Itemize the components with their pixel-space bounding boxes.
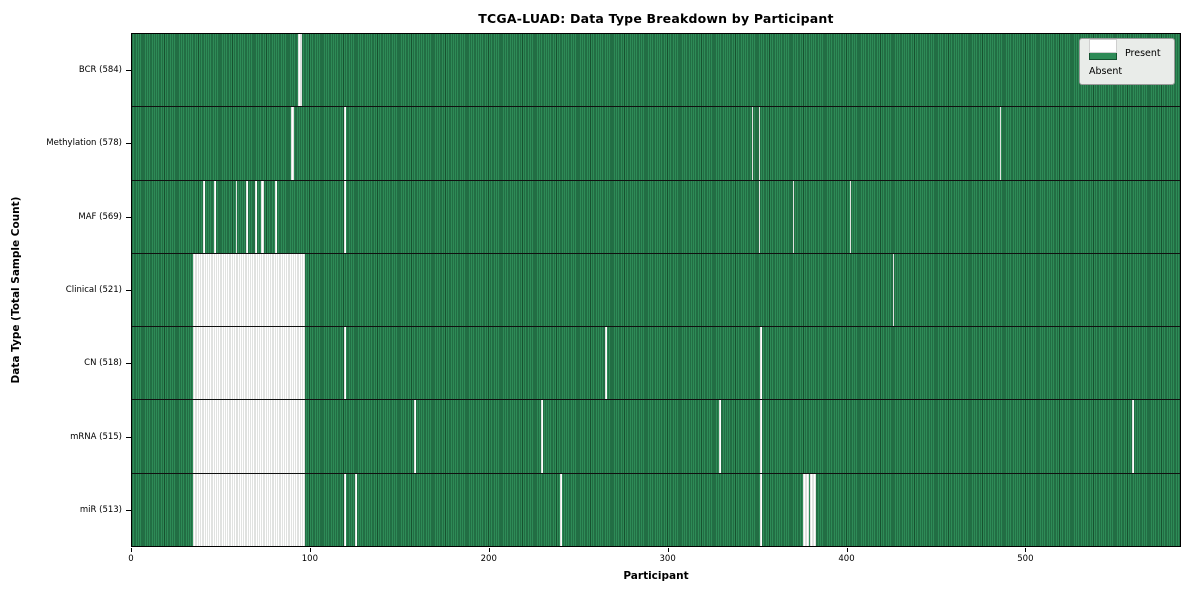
y-tick-label-maf: MAF (569) bbox=[78, 211, 122, 222]
legend-swatch-absent bbox=[1089, 39, 1117, 53]
y-tick-label-mir: miR (513) bbox=[79, 505, 122, 516]
y-tick-label-methylation: Methylation (578) bbox=[46, 138, 122, 149]
x-tick-mark bbox=[309, 548, 311, 552]
legend: Present Absent bbox=[1079, 38, 1175, 85]
absent-stripe bbox=[192, 327, 306, 400]
absent-stripe bbox=[344, 107, 347, 180]
matrix-row-cn bbox=[132, 326, 1180, 400]
y-tick-mark bbox=[126, 216, 131, 218]
y-tick-mark bbox=[126, 69, 131, 71]
x-tick-label-400: 400 bbox=[838, 554, 855, 564]
absent-stripe bbox=[1131, 400, 1134, 473]
x-tick-label-200: 200 bbox=[480, 554, 497, 564]
absent-stripe bbox=[260, 180, 265, 253]
y-tick-mark bbox=[126, 290, 131, 291]
absent-stripe bbox=[540, 400, 543, 473]
absent-stripe bbox=[792, 180, 795, 253]
absent-stripe bbox=[255, 180, 257, 253]
absent-stripe bbox=[192, 400, 306, 473]
absent-stripe bbox=[849, 180, 852, 253]
x-tick-mark bbox=[488, 548, 490, 552]
matrix-row-mrna bbox=[132, 399, 1180, 473]
absent-stripe bbox=[290, 107, 295, 180]
x-tick-mark bbox=[131, 548, 132, 552]
y-tick-label-mrna: mRNA (515) bbox=[70, 431, 122, 442]
absent-stripe bbox=[192, 473, 306, 546]
plot-area bbox=[131, 33, 1181, 547]
y-tick-mark bbox=[126, 436, 131, 438]
matrix-row-methylation bbox=[132, 106, 1180, 180]
x-tick-mark bbox=[667, 548, 669, 552]
absent-stripe bbox=[344, 180, 347, 253]
absent-stripe bbox=[344, 473, 347, 546]
absent-stripe bbox=[892, 253, 895, 327]
matrix-row-maf bbox=[132, 179, 1180, 253]
legend-item-absent: Absent bbox=[1089, 39, 1165, 77]
absent-stripe bbox=[760, 327, 763, 400]
absent-stripe bbox=[246, 180, 249, 253]
x-tick-label-100: 100 bbox=[301, 554, 318, 564]
absent-stripe bbox=[760, 400, 763, 473]
x-tick-label-0: 0 bbox=[128, 554, 134, 564]
absent-stripe bbox=[235, 180, 238, 253]
absent-stripe bbox=[214, 180, 216, 253]
absent-stripe bbox=[758, 180, 761, 253]
absent-stripe bbox=[414, 400, 416, 473]
x-tick-label-500: 500 bbox=[1017, 554, 1034, 564]
absent-stripe bbox=[298, 34, 302, 107]
y-tick-label-bcr: BCR (584) bbox=[78, 64, 122, 75]
absent-stripe bbox=[758, 107, 761, 180]
x-axis-title: Participant bbox=[623, 570, 689, 582]
absent-stripe bbox=[274, 180, 277, 253]
absent-stripe bbox=[760, 473, 763, 546]
y-tick-label-clinical: Clinical (521) bbox=[65, 285, 122, 295]
matrix-row-mir bbox=[132, 472, 1180, 546]
absent-stripe bbox=[719, 400, 722, 473]
x-tick-mark bbox=[1025, 548, 1027, 552]
absent-stripe bbox=[810, 473, 816, 546]
absent-stripe bbox=[803, 473, 809, 546]
matrix-row-clinical bbox=[132, 252, 1180, 327]
absent-stripe bbox=[751, 107, 754, 180]
y-tick-label-cn: CN (518) bbox=[84, 358, 122, 369]
x-tick-mark bbox=[846, 548, 848, 552]
chart-title: TCGA-LUAD: Data Type Breakdown by Partic… bbox=[478, 11, 834, 26]
y-tick-mark bbox=[126, 143, 131, 145]
legend-label: Present bbox=[1125, 47, 1161, 59]
absent-stripe bbox=[355, 473, 357, 546]
absent-stripe bbox=[605, 327, 607, 400]
absent-stripe bbox=[203, 180, 206, 253]
matrix-row-bcr bbox=[132, 34, 1180, 107]
y-tick-mark bbox=[126, 363, 131, 365]
absent-stripe bbox=[560, 473, 563, 546]
absent-stripe bbox=[344, 327, 347, 400]
x-tick-label-300: 300 bbox=[659, 554, 676, 564]
legend-label: Absent bbox=[1089, 66, 1123, 77]
y-tick-mark bbox=[126, 510, 131, 512]
absent-stripe bbox=[192, 253, 306, 327]
absent-stripe bbox=[999, 107, 1002, 180]
